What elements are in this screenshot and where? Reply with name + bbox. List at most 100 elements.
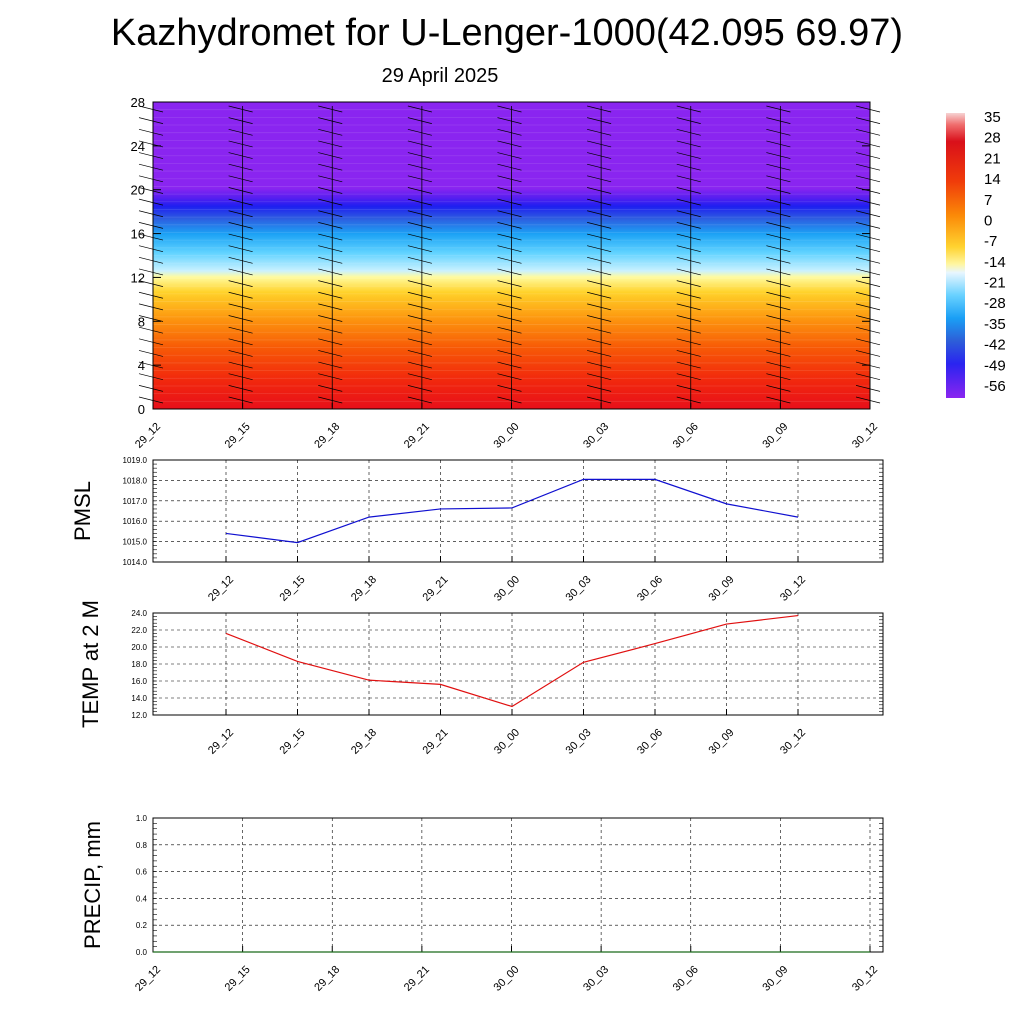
wind-barb (318, 105, 343, 113)
wind-barb (228, 163, 253, 171)
wind-barb (138, 326, 164, 334)
wind-barb (855, 210, 881, 218)
y-tick-label: 12 (131, 270, 145, 285)
wind-barb (766, 128, 791, 136)
wind-barb (497, 291, 522, 299)
wind-barb (766, 175, 791, 183)
wind-barb (497, 350, 522, 357)
wind-barb (228, 152, 253, 159)
wind-barb (318, 361, 343, 369)
y-tick-label: 1014.0 (123, 558, 148, 567)
wind-barb (766, 385, 791, 392)
wind-barb (676, 140, 701, 148)
wind-barb (497, 140, 522, 148)
wind-barb (587, 175, 612, 183)
colorbar-label: -14 (984, 254, 1006, 271)
wind-barb (766, 163, 791, 171)
wind-barb (407, 361, 432, 369)
wind-barb (138, 256, 164, 264)
wind-barb (138, 128, 164, 136)
wind-barb (407, 233, 432, 241)
wind-barb (497, 326, 522, 334)
chart-title: Kazhydromet for U-Lenger-1000(42.095 69.… (110, 12, 904, 54)
wind-barb (855, 256, 881, 264)
wind-barb (407, 187, 432, 194)
wind-barb (228, 105, 253, 113)
wind-barb (676, 198, 701, 206)
colorbar-label: -56 (984, 378, 1006, 395)
wind-barb (587, 326, 612, 334)
wind-barb (497, 268, 522, 276)
wind-barb (318, 280, 343, 287)
wind-barb (138, 152, 164, 159)
wind-barb (676, 117, 701, 124)
y-axis-label: PRECIP, mm (80, 821, 105, 949)
panel-frame (152, 459, 884, 563)
colorbar-label: -21 (984, 275, 1006, 292)
wind-barb (676, 245, 701, 253)
wind-barb (497, 256, 522, 264)
y-tick-label: 16 (131, 227, 145, 242)
wind-barb (318, 128, 343, 136)
wind-barb (407, 268, 432, 276)
wind-barb (228, 256, 253, 264)
wind-barb (766, 233, 791, 241)
wind-barb (407, 280, 432, 287)
pmsl-panel: 1014.0 1015.0 1016.0 1017.0 1018.0 1019.0 29_1… (70, 456, 884, 604)
wind-barb (407, 303, 432, 311)
wind-barb (228, 128, 253, 136)
x-tick-label: 30_03 (581, 964, 611, 994)
wind-barb (407, 198, 432, 206)
wind-barb (228, 315, 253, 322)
panel-frame (152, 612, 884, 716)
wind-barb (855, 373, 881, 381)
colorbar-label: 14 (984, 171, 1001, 188)
wind-barb (228, 210, 253, 218)
wind-barb (407, 350, 432, 357)
y-axis-label: TEMP at 2 M (78, 600, 103, 728)
x-tick-label: 30_00 (492, 727, 522, 757)
wind-barb (138, 117, 164, 124)
wind-barb (587, 222, 612, 229)
y-tick-label: 1017.0 (123, 497, 148, 506)
wind-barb (766, 105, 791, 113)
wind-barb (587, 338, 612, 346)
y-tick-label: 0.0 (136, 948, 148, 957)
y-tick-label: 0.4 (136, 894, 148, 903)
wind-barb (407, 245, 432, 253)
wind-barb (407, 210, 432, 218)
wind-barb (497, 315, 522, 322)
wind-barb (855, 140, 881, 148)
wind-barb (855, 233, 881, 241)
wind-barb (228, 373, 253, 381)
wind-barb (318, 210, 343, 218)
wind-barb (766, 140, 791, 148)
wind-barb (407, 222, 432, 229)
wind-barb (497, 233, 522, 241)
wind-barb (228, 396, 253, 404)
wind-barb (676, 280, 701, 287)
wind-barb (138, 175, 164, 183)
wind-barb (587, 396, 612, 404)
x-tick-label: 30_00 (492, 574, 522, 604)
wind-barb (318, 326, 343, 334)
wind-barb (318, 163, 343, 171)
wind-barb (228, 245, 253, 253)
x-tick-label: 29_12 (206, 727, 236, 757)
wind-barb (228, 140, 253, 148)
x-tick-label: 29_12 (133, 421, 163, 451)
y-tick-label: 20 (131, 183, 145, 198)
wind-barb (855, 303, 881, 311)
x-tick-label: 30_06 (671, 964, 701, 994)
x-tick-label: 29_18 (312, 421, 342, 451)
wind-barb (766, 222, 791, 229)
y-tick-label: 0 (138, 402, 145, 417)
wind-barb (228, 350, 253, 357)
wind-barb (318, 245, 343, 253)
temperature-panel: 12.0 14.0 16.0 18.0 20.0 22.0 24.0 29_12 29_15 29… (78, 600, 884, 757)
wind-barb (855, 245, 881, 253)
wind-barb (587, 303, 612, 311)
wind-barb (138, 233, 164, 241)
wind-barb (676, 187, 701, 194)
x-tick-label: 30_12 (850, 421, 880, 451)
